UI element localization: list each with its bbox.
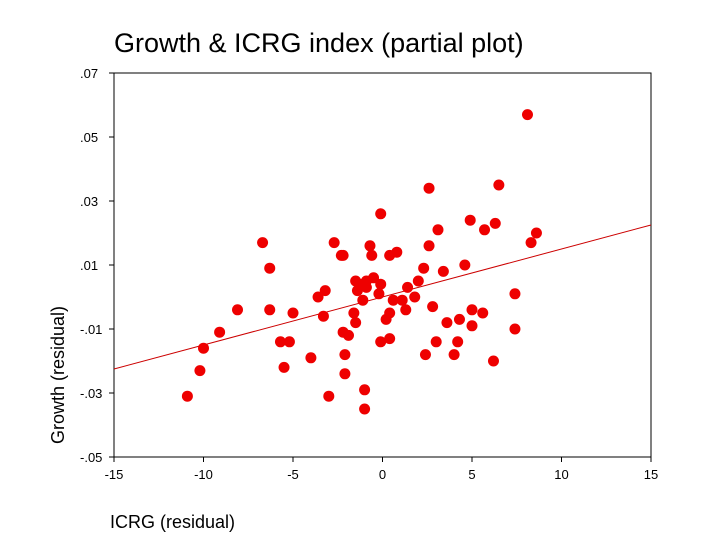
data-point <box>430 336 442 348</box>
y-tick-label: -.01 <box>80 322 102 337</box>
data-point <box>351 285 363 297</box>
data-point <box>487 355 499 367</box>
x-tick-label: 0 <box>379 467 386 482</box>
data-point <box>375 278 387 290</box>
x-tick-label: -15 <box>105 467 124 482</box>
data-point <box>432 224 444 236</box>
data-point <box>391 246 403 258</box>
data-point <box>375 208 387 220</box>
y-tick-label: -.03 <box>80 386 102 401</box>
data-point <box>464 214 476 226</box>
data-point <box>396 294 408 306</box>
data-point <box>427 301 439 313</box>
scatter-points <box>181 109 542 415</box>
data-point <box>412 275 424 287</box>
data-point <box>264 304 276 316</box>
data-point <box>448 349 460 361</box>
data-point <box>375 336 387 348</box>
data-point <box>305 352 317 364</box>
x-tick-label: 5 <box>468 467 475 482</box>
data-point <box>423 182 435 194</box>
data-point <box>477 307 489 319</box>
data-point <box>287 307 299 319</box>
data-point <box>409 291 421 303</box>
data-point <box>278 361 290 373</box>
data-point <box>423 240 435 252</box>
chart-title: Growth & ICRG index (partial plot) <box>114 28 524 58</box>
data-point <box>489 217 501 229</box>
data-point <box>274 336 286 348</box>
x-tick-label: 10 <box>554 467 568 482</box>
data-point <box>452 336 464 348</box>
x-tick-label: -10 <box>194 467 213 482</box>
x-axis-label: ICRG (residual) <box>110 512 235 532</box>
y-tick-label: .07 <box>80 66 98 81</box>
data-point <box>373 288 385 300</box>
data-point <box>350 317 362 329</box>
data-point <box>419 349 431 361</box>
data-point <box>232 304 244 316</box>
data-point <box>530 227 542 239</box>
data-point <box>368 272 380 284</box>
data-point <box>400 304 412 316</box>
data-point <box>466 320 478 332</box>
data-point <box>380 313 392 325</box>
data-point <box>312 291 324 303</box>
data-point <box>509 323 521 335</box>
data-point <box>348 307 360 319</box>
data-point <box>384 333 396 345</box>
data-point <box>181 390 193 402</box>
data-point <box>214 326 226 338</box>
data-point <box>364 240 376 252</box>
data-point <box>521 109 533 121</box>
data-point <box>418 262 430 274</box>
data-point <box>339 368 351 380</box>
data-point <box>359 384 371 396</box>
data-point <box>194 365 206 377</box>
data-point <box>387 294 399 306</box>
data-point <box>328 237 340 249</box>
data-point <box>257 237 269 249</box>
data-point <box>453 313 465 325</box>
data-point <box>342 329 354 341</box>
y-tick-label: -.05 <box>80 450 102 465</box>
y-tick-label: .03 <box>80 194 98 209</box>
data-point <box>357 294 369 306</box>
data-point <box>264 262 276 274</box>
data-point <box>317 310 329 322</box>
y-axis: .07 .05 .03 .01 -.01 -.03 -.05 <box>80 66 114 465</box>
data-point <box>337 249 349 261</box>
data-point <box>479 224 491 236</box>
data-point <box>339 349 351 361</box>
data-point <box>359 403 371 415</box>
data-point <box>402 281 414 293</box>
x-tick-label: -5 <box>287 467 299 482</box>
data-point <box>198 342 209 354</box>
y-tick-label: .05 <box>80 130 98 145</box>
data-point <box>459 259 471 271</box>
data-point <box>283 336 295 348</box>
data-point <box>509 288 521 300</box>
data-point <box>437 265 449 277</box>
data-point <box>493 179 505 191</box>
x-axis: -15 -10 -5 0 5 10 15 <box>105 457 658 482</box>
plot-area-frame <box>113 72 652 458</box>
data-point <box>525 237 537 249</box>
data-point <box>466 304 478 316</box>
data-point <box>323 390 335 402</box>
x-tick-label: 15 <box>644 467 658 482</box>
data-point <box>441 317 453 329</box>
y-tick-label: .01 <box>80 258 98 273</box>
data-point <box>319 285 331 297</box>
y-axis-label: Growth (residual) <box>48 306 68 444</box>
data-point <box>366 249 378 261</box>
